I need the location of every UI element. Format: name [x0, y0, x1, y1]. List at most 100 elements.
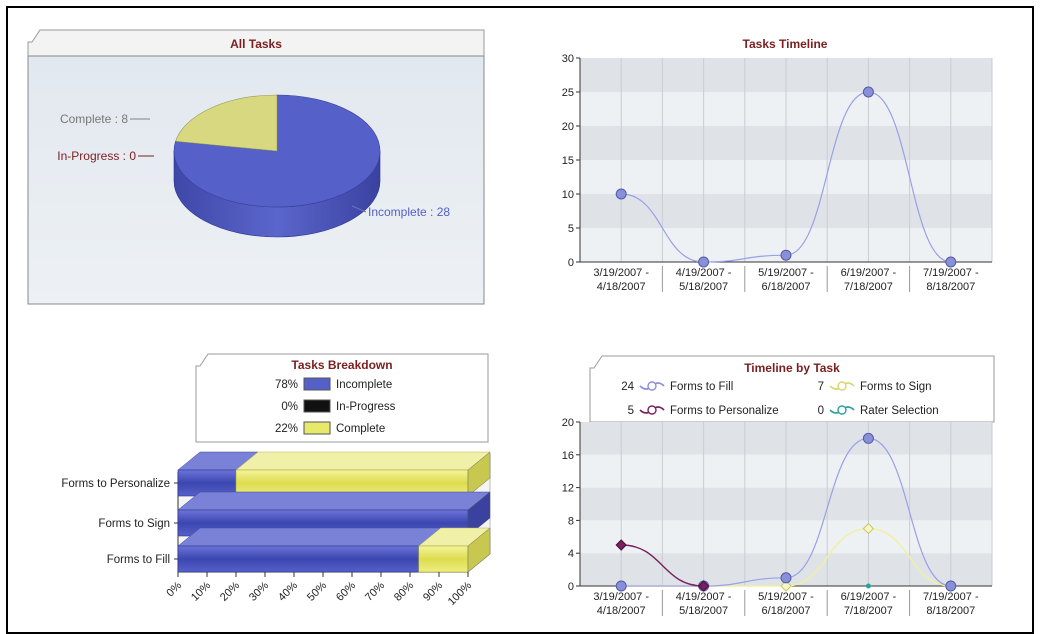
- y-tick-label: 16: [562, 450, 574, 462]
- pie-slice-incomplete: [173, 94, 381, 208]
- tasks-point: [780, 249, 792, 261]
- legend-label: Forms to Personalize: [670, 405, 779, 417]
- y-tick-label: 4: [568, 548, 574, 560]
- bar-end-cap: [467, 491, 491, 537]
- legend-label: In-Progress: [336, 401, 396, 413]
- y-tick-label: 20: [562, 121, 574, 133]
- legend-swatch: [303, 377, 331, 391]
- forms-to-fill-point: [945, 580, 957, 592]
- legend-marker: [647, 381, 657, 391]
- legend-percent: 78%: [275, 379, 298, 391]
- timeline-by-task-panel: Timeline by Task 24 Forms to Fill 7 Forms t…: [562, 355, 995, 617]
- legend-label: Rater Selection: [860, 405, 939, 417]
- forms-to-personalize-point: [615, 539, 627, 551]
- x-tick-label: 3/19/2007 -: [593, 591, 649, 603]
- x-tick-label: 50%: [305, 579, 329, 603]
- x-tick-label: 6/19/2007 -: [841, 267, 897, 279]
- bar-end-cap: [467, 451, 491, 497]
- y-tick-label: 5: [568, 223, 574, 235]
- bar-complete: [235, 469, 469, 497]
- bar-incomplete: [177, 469, 237, 497]
- x-tick-label: 7/18/2007: [844, 605, 893, 617]
- tasks-point: [615, 188, 627, 200]
- legend-percent: 0%: [281, 401, 298, 413]
- bar-complete-top: [235, 451, 491, 471]
- legend-label: Complete: [336, 423, 385, 435]
- tasks-breakdown-chart: Forms to Personalize Forms to Sign Forms t…: [61, 451, 491, 608]
- x-tick-label: 5/19/2007 -: [758, 591, 814, 603]
- x-tick-label: 4/18/2007: [597, 605, 646, 617]
- category-label: Forms to Fill: [107, 554, 170, 566]
- forms-to-sign-point: [862, 522, 875, 535]
- tasks-breakdown-panel: Tasks Breakdown 78% Incomplete 0% In-Progre…: [61, 353, 491, 608]
- all-tasks-panel: All Tasks Complete : 8 In-Progress : 0 Inc…: [27, 29, 485, 305]
- timeline-by-task-title: Timeline by Task: [744, 361, 840, 375]
- pie-leader-incomplete: [351, 205, 367, 213]
- tasks-line: [621, 91, 951, 263]
- y-tick-label: 12: [562, 483, 574, 495]
- bar-complete: [418, 545, 469, 573]
- x-tick-label: 80%: [392, 579, 416, 603]
- timeline-by-task-legend: 24 Forms to Fill 7 Forms to Sign 5 Forms to P…: [621, 381, 938, 417]
- legend-percent: 22%: [275, 423, 298, 435]
- x-tick-label: 10%: [189, 579, 213, 603]
- x-tick-label: 40%: [276, 579, 300, 603]
- x-tick-label: 0%: [164, 579, 184, 599]
- x-tick-label: 7/19/2007 -: [923, 267, 979, 279]
- tasks-point: [945, 256, 957, 268]
- x-tick-label: 8/18/2007: [926, 281, 975, 293]
- forms-to-personalize-point: [697, 580, 710, 592]
- rater-selection-point: [865, 583, 871, 589]
- category-label: Forms to Personalize: [61, 478, 170, 490]
- tasks-breakdown-title: Tasks Breakdown: [291, 358, 392, 372]
- tasks-timeline-title: Tasks Timeline: [743, 37, 828, 51]
- x-tick-label: 3/19/2007 -: [593, 267, 649, 279]
- bar-incomplete-top: [177, 527, 442, 547]
- forms-to-fill-point: [862, 432, 874, 444]
- pie-label-complete: Complete : 8: [60, 112, 128, 126]
- x-tick-label: 70%: [363, 579, 387, 603]
- legend-marker: [647, 405, 657, 415]
- x-tick-label: 7/18/2007: [844, 281, 893, 293]
- category-label: Forms to Sign: [98, 518, 170, 530]
- timeline-by-task-chart: 0 4 8 12 16 20 3/19/2007 - 4/18/2007 4/19/2007 -…: [562, 417, 993, 617]
- legend-label: Forms to Sign: [860, 381, 932, 393]
- y-tick-label: 15: [562, 155, 574, 167]
- legend-total: 7: [818, 381, 824, 393]
- x-tick-label: 20%: [218, 579, 242, 603]
- legend-total: 24: [621, 381, 634, 393]
- tasks-timeline-panel: Tasks Timeline 0 5 10 15 20 25 30 3/19/2007 - 4/…: [562, 37, 993, 293]
- y-tick-label: 8: [568, 515, 574, 527]
- legend-swatch: [303, 399, 331, 413]
- bar-incomplete-top: [177, 491, 491, 511]
- y-tick-label: 20: [562, 417, 574, 429]
- tasks-point: [862, 86, 874, 98]
- legend-total: 0: [818, 405, 824, 417]
- x-tick-label: 6/18/2007: [762, 281, 811, 293]
- x-tick-label: 5/19/2007 -: [758, 267, 814, 279]
- pie-chart: Complete : 8 In-Progress : 0 Incomplete : …: [57, 94, 450, 238]
- x-tick-label: 5/18/2007: [679, 605, 728, 617]
- legend-marker: [837, 405, 847, 415]
- x-tick-label: 4/18/2007: [597, 281, 646, 293]
- x-tick-label: 6/19/2007 -: [841, 591, 897, 603]
- forms-to-fill-point: [615, 580, 627, 592]
- bar-end-cap: [467, 527, 491, 573]
- legend-label: Forms to Fill: [670, 381, 733, 393]
- pie-label-in-progress: In-Progress : 0: [57, 149, 136, 163]
- x-tick-label: 6/18/2007: [762, 605, 811, 617]
- x-tick-label: 4/19/2007 -: [676, 267, 732, 279]
- x-tick-label: 100%: [446, 579, 475, 608]
- legend-swatch: [303, 421, 331, 435]
- tasks-breakdown-legend: 78% Incomplete 0% In-Progress 22% Complete: [275, 377, 396, 435]
- x-tick-label: 7/19/2007 -: [923, 591, 979, 603]
- y-tick-label: 30: [562, 53, 574, 65]
- all-tasks-title: All Tasks: [230, 37, 282, 51]
- forms-to-fill-line: [621, 437, 951, 587]
- tasks-timeline-chart: 0 5 10 15 20 25 30 3/19/2007 - 4/18/2007 4/19/200…: [562, 53, 993, 293]
- pie-label-incomplete: Incomplete : 28: [368, 205, 450, 219]
- x-tick-label: 4/19/2007 -: [676, 591, 732, 603]
- bar-incomplete: [177, 545, 419, 573]
- x-tick-label: 60%: [334, 579, 358, 603]
- legend-marker: [837, 381, 847, 391]
